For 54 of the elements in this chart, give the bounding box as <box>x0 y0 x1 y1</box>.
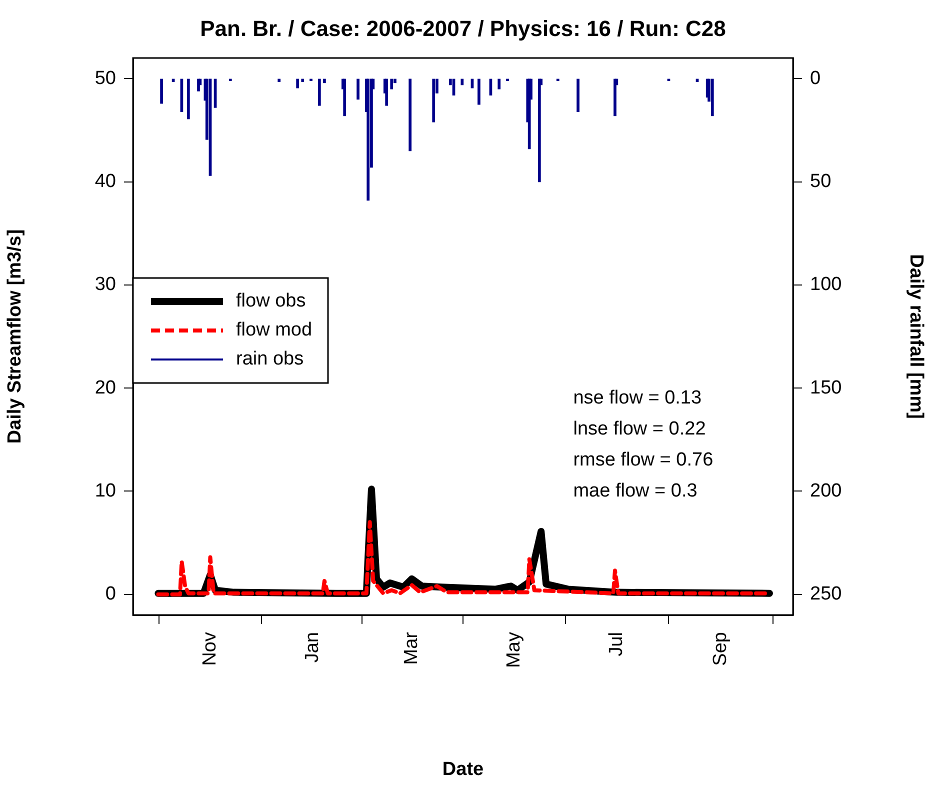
y-tick-label: 10 <box>94 480 116 502</box>
bar <box>318 78 321 106</box>
y2-tick-label: 100 <box>810 274 842 296</box>
bar <box>478 78 480 105</box>
y-tick-label: 50 <box>94 68 116 89</box>
bar <box>323 78 326 84</box>
bar <box>408 78 412 152</box>
bar <box>390 78 394 90</box>
bar <box>498 78 501 90</box>
bar <box>614 78 616 116</box>
y-tick-label: 30 <box>94 274 116 296</box>
annotation: rmse flow = 0.76 <box>573 450 714 471</box>
bar <box>556 78 560 82</box>
annotation: lnse flow = 0.22 <box>573 418 706 440</box>
y2-tick-label: 200 <box>810 480 842 502</box>
bar <box>310 78 312 82</box>
bar <box>343 78 346 116</box>
y2-tick-label: 0 <box>810 68 821 89</box>
bar <box>278 78 281 82</box>
bar <box>356 78 360 100</box>
bar <box>710 78 714 116</box>
bar <box>432 78 436 122</box>
bar <box>228 78 232 82</box>
x-tick-label: Jan <box>302 632 323 663</box>
bar <box>296 78 300 88</box>
legend-label: rain obs <box>236 348 304 370</box>
x-tick-label: Jul <box>606 632 627 656</box>
bar <box>160 78 163 104</box>
bar <box>460 78 464 86</box>
annotation: mae flow = 0.3 <box>573 480 698 502</box>
x-axis-title: Date <box>442 758 484 780</box>
legend-label: flow mod <box>236 320 312 341</box>
bar <box>186 78 190 120</box>
x-tick-label: Nov <box>199 632 220 666</box>
bar <box>385 78 388 106</box>
x-tick-label: Mar <box>401 631 422 665</box>
bar <box>506 78 509 82</box>
chart-title: Pan. Br. / Case: 2006-2007 / Physics: 16 / Run: C28 <box>200 16 726 42</box>
y-tick-label: 0 <box>105 584 116 605</box>
y-axis-title: Daily Streamflow [m3/s] <box>4 229 26 444</box>
bar <box>366 78 370 201</box>
y2-tick-label: 250 <box>810 584 842 605</box>
x-tick-label: May <box>503 632 524 668</box>
bar <box>576 78 580 112</box>
y2-tick-label: 50 <box>810 171 832 192</box>
y-tick-label: 20 <box>94 377 116 398</box>
legend-label: flow obs <box>236 290 306 312</box>
x-tick-label: Sep <box>710 632 732 666</box>
y-tick-label: 40 <box>94 171 116 192</box>
y2-tick-label: 150 <box>810 377 842 398</box>
y2-axis-title: Daily rainfall [mm] <box>905 254 926 419</box>
bar <box>301 78 304 82</box>
annotation: nse flow = 0.13 <box>573 388 702 409</box>
bar <box>538 78 541 182</box>
